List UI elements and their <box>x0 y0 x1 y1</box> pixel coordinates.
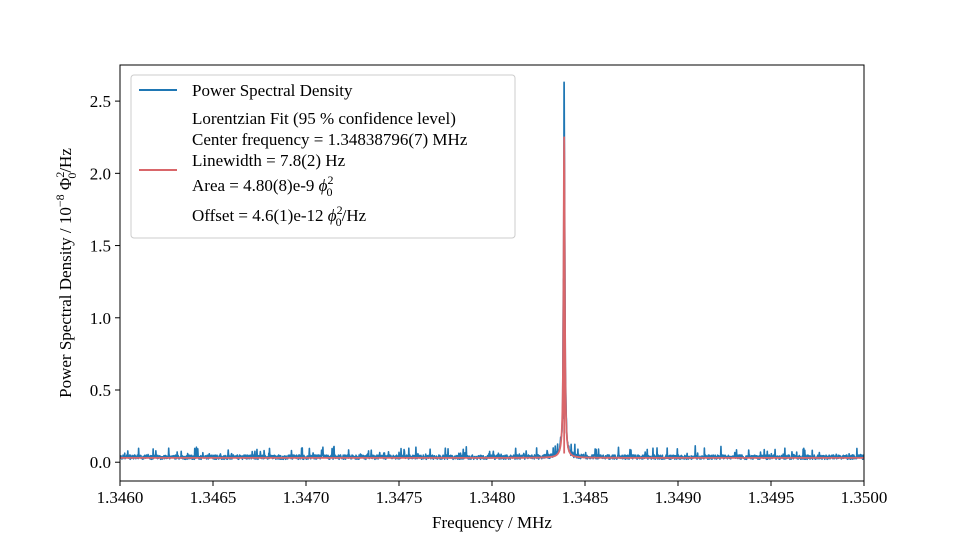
x-tick-label: 1.3500 <box>841 488 888 507</box>
y-axis-label-sup: 2 <box>53 172 67 178</box>
series-lorentzian-fit <box>120 136 864 459</box>
y-tick-label: 2.0 <box>90 164 111 183</box>
x-tick-label: 1.3495 <box>748 488 795 507</box>
legend-psd-label: Power Spectral Density <box>192 81 353 100</box>
x-tick-label: 1.3490 <box>655 488 702 507</box>
x-tick-label: 1.3460 <box>97 488 144 507</box>
y-axis-label-exponent: −8 <box>53 194 67 207</box>
legend-fit-offset: Offset = 4.6(1)e-12 ϕ2 0/Hz <box>192 203 367 229</box>
y-axis-label-unit: /Hz <box>56 148 75 173</box>
legend-box <box>130 74 516 239</box>
legend: Power Spectral Density Lorentzian Fit (9… <box>130 74 516 239</box>
legend-fit-line-2: Center frequency = 1.34838796(7) MHz <box>192 130 468 149</box>
legend-fit-line-3: Linewidth = 7.8(2) Hz <box>192 151 346 170</box>
legend-fit-area: Area = 4.80(8)e-9 ϕ2 0 <box>192 173 333 199</box>
x-axis-label: Frequency / MHz <box>432 513 552 532</box>
y-tick-label: 0.0 <box>90 453 111 472</box>
x-tick-label: 1.3465 <box>190 488 237 507</box>
legend-fit-line-1: Lorentzian Fit (95 % confidence level) <box>192 109 456 128</box>
x-tick-label: 1.3485 <box>562 488 609 507</box>
x-axis-ticks: 1.3460 1.3465 1.3470 1.3475 1.3480 1.3485 1.34… <box>97 481 888 507</box>
y-tick-label: 1.0 <box>90 309 111 328</box>
x-tick-label: 1.3475 <box>376 488 423 507</box>
y-axis-label: Power Spectral Density / 10−8 Φ20/Hz <box>53 148 79 398</box>
y-axis-ticks: 0.0 0.5 1.0 1.5 2.0 2.5 <box>90 92 120 472</box>
y-tick-label: 2.5 <box>90 92 111 111</box>
y-axis-label-prefix: Power Spectral Density / 10 <box>56 207 75 398</box>
y-axis-label-symbol: Φ <box>56 178 75 190</box>
y-axis-label-sub: 0 <box>65 173 79 179</box>
x-tick-label: 1.3480 <box>469 488 516 507</box>
lorentzian-fit-line <box>120 136 864 459</box>
x-tick-label: 1.3470 <box>283 488 330 507</box>
y-tick-label: 1.5 <box>90 237 111 256</box>
y-tick-label: 0.5 <box>90 381 111 400</box>
